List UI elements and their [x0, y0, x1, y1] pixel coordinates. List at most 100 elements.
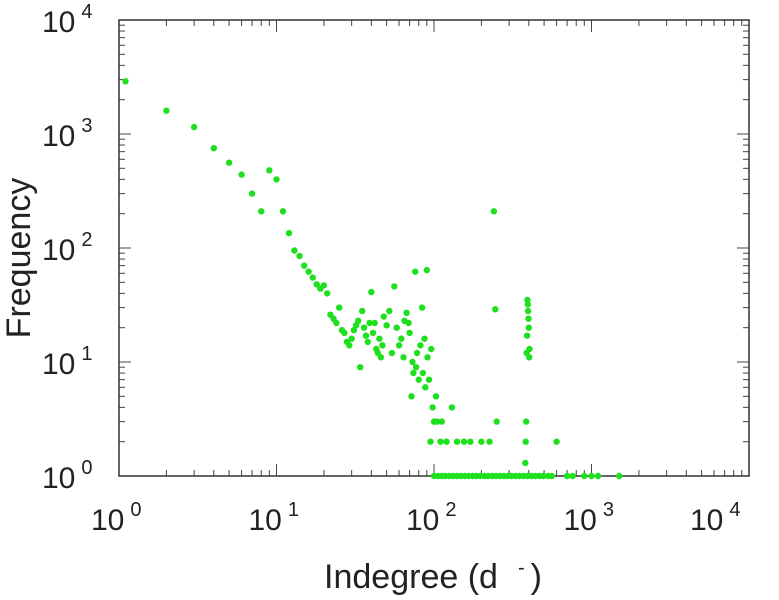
data-point: [523, 332, 531, 339]
data-point: [403, 309, 410, 316]
data-point: [362, 332, 370, 339]
y-tick-label: 10 4: [42, 1, 93, 39]
data-point: [428, 345, 435, 353]
data-point: [490, 208, 498, 215]
data-points: [122, 78, 623, 480]
data-point: [190, 123, 198, 131]
x-tick-label: 10 4: [690, 499, 741, 537]
data-point: [563, 472, 571, 480]
data-point: [371, 319, 378, 327]
x-tick-label: 10 1: [249, 499, 300, 537]
data-point: [296, 252, 303, 260]
data-point: [526, 354, 533, 361]
data-point: [163, 107, 170, 114]
data-point: [522, 459, 529, 467]
x-axis-label-close: ): [531, 558, 542, 596]
data-point: [366, 319, 373, 327]
data-point: [417, 342, 424, 349]
data-point: [581, 472, 588, 480]
y-tick-label: 10 1: [42, 343, 93, 381]
data-point: [540, 472, 547, 480]
data-point: [415, 376, 422, 383]
data-point: [410, 369, 417, 377]
data-point: [418, 304, 426, 311]
data-point: [238, 171, 245, 178]
data-point: [333, 319, 340, 327]
data-point: [380, 313, 387, 320]
data-point: [210, 145, 217, 152]
data-point: [453, 438, 461, 445]
data-point: [412, 364, 420, 371]
data-point: [383, 322, 390, 329]
data-point: [388, 349, 396, 357]
data-point: [486, 438, 493, 445]
data-point: [429, 404, 436, 411]
data-point: [421, 335, 428, 342]
data-point: [553, 438, 560, 445]
x-tick-labels: 10 0 10 1 10 2 10 3 10 4: [91, 499, 741, 537]
data-point: [313, 281, 320, 288]
data-point: [400, 354, 407, 361]
data-point: [524, 307, 532, 315]
data-point: [437, 438, 444, 445]
data-point: [258, 208, 265, 215]
x-axis-label: Indegree (d -): [324, 557, 542, 596]
data-point: [279, 208, 287, 215]
data-point: [424, 354, 431, 361]
data-point: [377, 354, 385, 361]
data-point: [422, 384, 429, 391]
x-tick-label: 10 2: [406, 499, 457, 537]
data-point: [364, 338, 371, 346]
y-axis-label: Frequency: [0, 178, 38, 339]
data-point: [309, 274, 316, 281]
x-axis-label-main: Indegree (d: [324, 558, 498, 596]
data-point: [569, 472, 576, 480]
y-tick-label: 10 0: [42, 457, 93, 495]
data-point: [409, 358, 416, 366]
data-point: [413, 349, 421, 357]
data-point: [434, 418, 441, 425]
data-point: [393, 324, 400, 331]
data-point: [524, 301, 531, 308]
data-point: [460, 438, 468, 445]
data-point: [266, 167, 273, 174]
data-point: [320, 282, 328, 289]
data-point: [369, 329, 377, 337]
data-point: [348, 335, 355, 342]
data-point: [427, 438, 434, 445]
data-point: [478, 438, 485, 445]
x-tick-label: 10 0: [91, 499, 142, 537]
data-point: [359, 307, 366, 315]
data-point: [386, 307, 393, 315]
data-point: [368, 288, 375, 296]
data-point: [357, 364, 364, 371]
data-point: [379, 342, 386, 349]
data-point: [225, 159, 233, 166]
data-point: [425, 376, 433, 383]
data-point: [438, 418, 445, 425]
data-point: [122, 78, 129, 85]
data-point: [448, 404, 456, 411]
data-point: [616, 472, 623, 480]
tick-marks: [118, 20, 749, 477]
data-point: [291, 247, 298, 254]
data-point: [493, 418, 500, 425]
data-point: [324, 290, 331, 297]
data-point: [301, 262, 308, 269]
data-point: [405, 319, 412, 327]
data-point: [360, 324, 368, 331]
data-point: [419, 369, 427, 377]
data-point: [341, 329, 348, 337]
y-tick-label: 10 2: [42, 229, 93, 267]
data-point: [443, 438, 450, 445]
data-point: [588, 472, 595, 480]
data-point: [395, 342, 403, 349]
x-axis-label-sup: -: [518, 557, 525, 579]
x-tick-label: 10 3: [564, 499, 615, 537]
data-point: [273, 176, 280, 183]
data-point: [248, 190, 256, 197]
data-point: [525, 315, 532, 322]
data-point: [336, 304, 343, 311]
